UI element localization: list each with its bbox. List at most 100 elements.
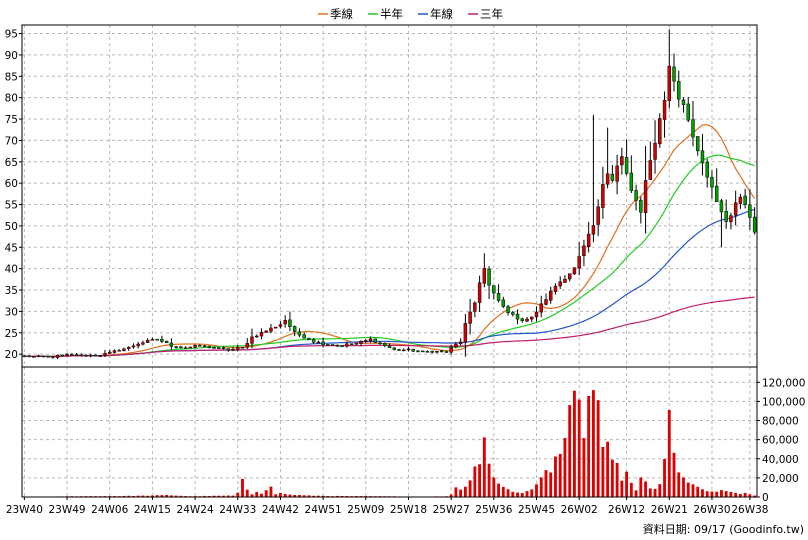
candle-body (141, 342, 145, 345)
volume-bar (620, 480, 624, 497)
volume-bar (226, 495, 230, 497)
candle-body (368, 338, 373, 342)
candle-body (311, 339, 316, 343)
candle-body (406, 348, 411, 351)
volume-bar (696, 486, 700, 497)
volume-bar (558, 454, 562, 497)
candle-body (74, 354, 79, 356)
x-tick-label: 24W24 (177, 504, 214, 516)
candle-body (36, 355, 41, 358)
candle-body (634, 190, 638, 201)
candle-body (530, 316, 534, 320)
volume-tick-label: 80,000 (762, 416, 799, 428)
candle-body (605, 173, 610, 185)
volume-bar (729, 491, 733, 497)
candle-body (330, 344, 335, 346)
volume-tick-label: 0 (762, 492, 769, 504)
volume-bar (269, 486, 273, 497)
volume-bar (535, 484, 538, 497)
legend-label: 季線 (330, 7, 353, 21)
candle-body (212, 347, 216, 349)
price-tick-label: 30 (5, 306, 18, 318)
volume-bar (316, 495, 320, 497)
candle-body (231, 348, 235, 351)
volume-bar (596, 400, 600, 497)
volume-bar (648, 488, 652, 497)
volume-bar (174, 495, 178, 497)
candle-body (378, 342, 382, 345)
volume-bar (753, 495, 757, 497)
candle-body (383, 342, 387, 346)
candle-body (174, 346, 178, 348)
volume-bar (132, 495, 135, 497)
x-tick-label: 24W42 (262, 504, 299, 516)
candle-body (292, 326, 297, 332)
volume-bar (236, 492, 240, 497)
volume-bar (260, 493, 263, 497)
volume-bars (22, 390, 757, 497)
candle-body (411, 348, 415, 352)
volume-bar (179, 495, 183, 497)
volume-bar (203, 495, 206, 497)
candle-body (558, 281, 562, 287)
volume-bar (288, 494, 292, 497)
volume-bar (530, 489, 534, 497)
volume-bar (255, 491, 259, 497)
candle-body (126, 346, 131, 349)
candle-body (563, 278, 567, 283)
x-tick-label: 24W51 (305, 504, 342, 516)
x-tick-label: 24W33 (219, 504, 256, 516)
volume-bar (264, 490, 268, 497)
volume-bar (487, 463, 491, 497)
candle-body (549, 290, 553, 301)
price-axis: 20 25 30 35 40 45 50 55 60 65 70 75 80 85 90 95 (5, 29, 22, 361)
volume-bar (663, 459, 666, 497)
candle-body (496, 293, 501, 301)
candle-body (487, 268, 491, 286)
candle-body (416, 350, 420, 353)
candle-body (719, 200, 724, 213)
candle-body (435, 350, 439, 353)
x-tick-label: 24W06 (91, 504, 128, 516)
candle-body (539, 303, 543, 313)
candle-body (164, 340, 169, 343)
candle-body (307, 337, 311, 341)
candle-body (60, 354, 65, 357)
volume-bar (297, 494, 301, 497)
volume-tick-label: 60,000 (762, 435, 799, 447)
candle-body (41, 355, 46, 358)
price-tick-label: 25 (5, 328, 18, 340)
candle-body (316, 341, 321, 344)
volume-bar (146, 495, 150, 497)
volume-bar (539, 477, 543, 497)
volume-bar (625, 471, 629, 497)
candle-body (444, 351, 449, 353)
candle-body (714, 185, 719, 203)
candle-body (259, 332, 264, 337)
candle-body (89, 354, 93, 357)
volume-bar (748, 494, 752, 497)
candle-body (264, 330, 268, 333)
chart-frames (21, 24, 758, 498)
chart-legend: 季線 半年 年線 三年 (318, 7, 503, 21)
candle-body (27, 355, 31, 358)
candle-body (387, 345, 392, 348)
volume-bar (307, 495, 311, 497)
volume-bar (482, 437, 486, 497)
volume-bar (691, 484, 695, 497)
candle-body (582, 245, 586, 257)
volume-tick-label: 40,000 (762, 454, 799, 466)
candle-body (591, 225, 596, 235)
volume-bar (321, 495, 325, 497)
candle-body (51, 356, 55, 358)
volume-bar (738, 493, 742, 497)
candle-body (46, 356, 50, 358)
candle-body (743, 195, 747, 205)
candle-body (345, 343, 349, 347)
candle-body (577, 256, 581, 269)
candle-body (32, 356, 36, 358)
volume-bar (658, 484, 662, 497)
volume-bar (492, 477, 496, 497)
candle-body (22, 355, 27, 357)
candle-body (677, 81, 681, 100)
